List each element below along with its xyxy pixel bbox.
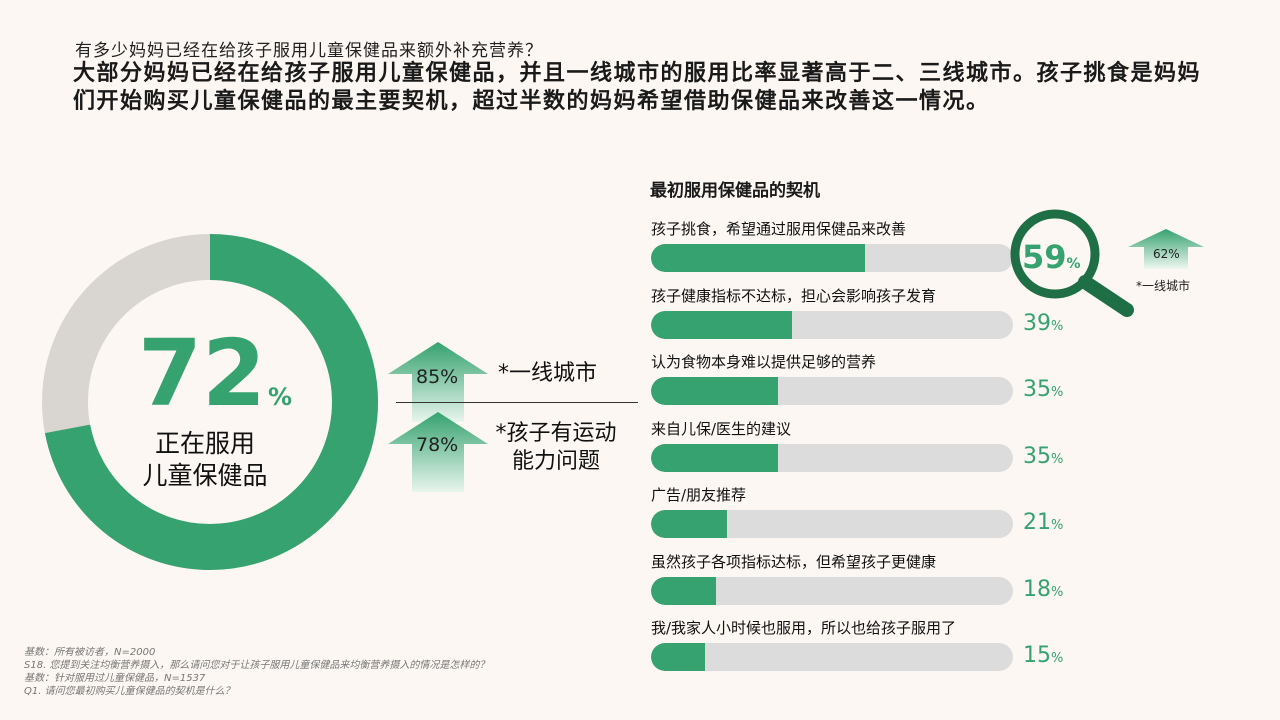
bar-track [651,443,1013,472]
bar-value: 18% [1023,576,1064,602]
donut-chart [42,234,378,570]
footnote: S18. 您提到关注均衡营养摄入，那么请问您对于让孩子服用儿童保健品来均衡营养摄… [24,660,490,671]
bar [651,377,778,405]
bar-track [651,643,1013,671]
footnote: 基数：所有被访者，N=2000 [24,647,156,658]
footnotes: 基数：所有被访者，N=2000 S18. 您提到关注均衡营养摄入，那么请问您对于… [24,646,489,698]
bar-track [651,310,1013,339]
bar-label: 我/我家人小时候也服用，所以也给孩子服用了 [651,619,957,637]
headline: 大部分妈妈已经在给孩子服用儿童保健品，并且一线城市的服用比率显著高于二、三线城市… [73,61,1202,114]
top-bar-pct-sign: % [1066,256,1081,272]
bar [651,310,793,339]
bar-label: 认为食物本身难以提供足够的营养 [651,353,877,371]
bar [651,643,706,671]
highlight-tier1-label: *一线城市 [1136,279,1191,293]
donut-label-line2: 儿童保健品 [142,461,268,490]
bar-label: 广告/朋友推荐 [651,486,747,504]
bar-value: 35% [1023,443,1064,469]
bar-label: 虽然孩子各项指标达标，但希望孩子更健康 [651,552,937,571]
bar-label: 孩子挑食，希望通过服用保健品来改善 [651,220,907,238]
bar-value: 15% [1023,643,1064,668]
footnote: 基数：针对服用过儿童保健品，N=1537 [24,673,206,684]
divider [396,402,638,403]
magnifier-icon [1010,209,1134,317]
bar-label: 孩子健康指标不达标，担心会影响孩子发育 [651,286,937,305]
bar-track [651,244,1013,272]
bar-track [651,377,1013,405]
donut-label: 正在服用 儿童保健品 [110,428,300,492]
top-bar-value: 59% [1022,238,1081,276]
callout-tier1-label: *一线城市 [498,361,598,386]
chart-title: 最初服用保健品的契机 [650,181,820,201]
donut-label-line1: 正在服用 [154,429,255,458]
bar-value: 35% [1023,377,1064,402]
up-arrow-icon [388,412,488,492]
bar-value: 39% [1023,310,1064,336]
callout-motor-label-line1: *孩子有运动 [495,421,617,446]
up-arrow-icon [1128,229,1204,269]
footnote: Q1. 请问您最初购买儿童保健品的契机是什么？ [24,686,235,697]
donut-pct-sign: % [268,383,293,411]
survey-question: 有多少妈妈已经在给孩子服用儿童保健品来额外补充营养？ [75,41,543,61]
bar-label: 来自儿保/医生的建议 [651,419,792,438]
callout-motor-value: 78% [416,434,459,456]
callout-motor-label-line2: 能力问题 [511,449,600,474]
highlight-tier1-value: 62% [1153,247,1180,261]
bar-track [651,510,1013,538]
callout-tier1-value: 85% [416,366,459,388]
bar-track [651,576,1013,605]
donut-value: 72% [138,320,293,427]
bar [651,443,778,472]
bar [651,510,728,538]
bar [651,576,717,605]
bar-value: 21% [1023,510,1064,535]
bar [651,244,865,272]
donut-main-segment [42,234,378,570]
callout-motor-label: *孩子有运动 能力问题 [488,420,624,476]
